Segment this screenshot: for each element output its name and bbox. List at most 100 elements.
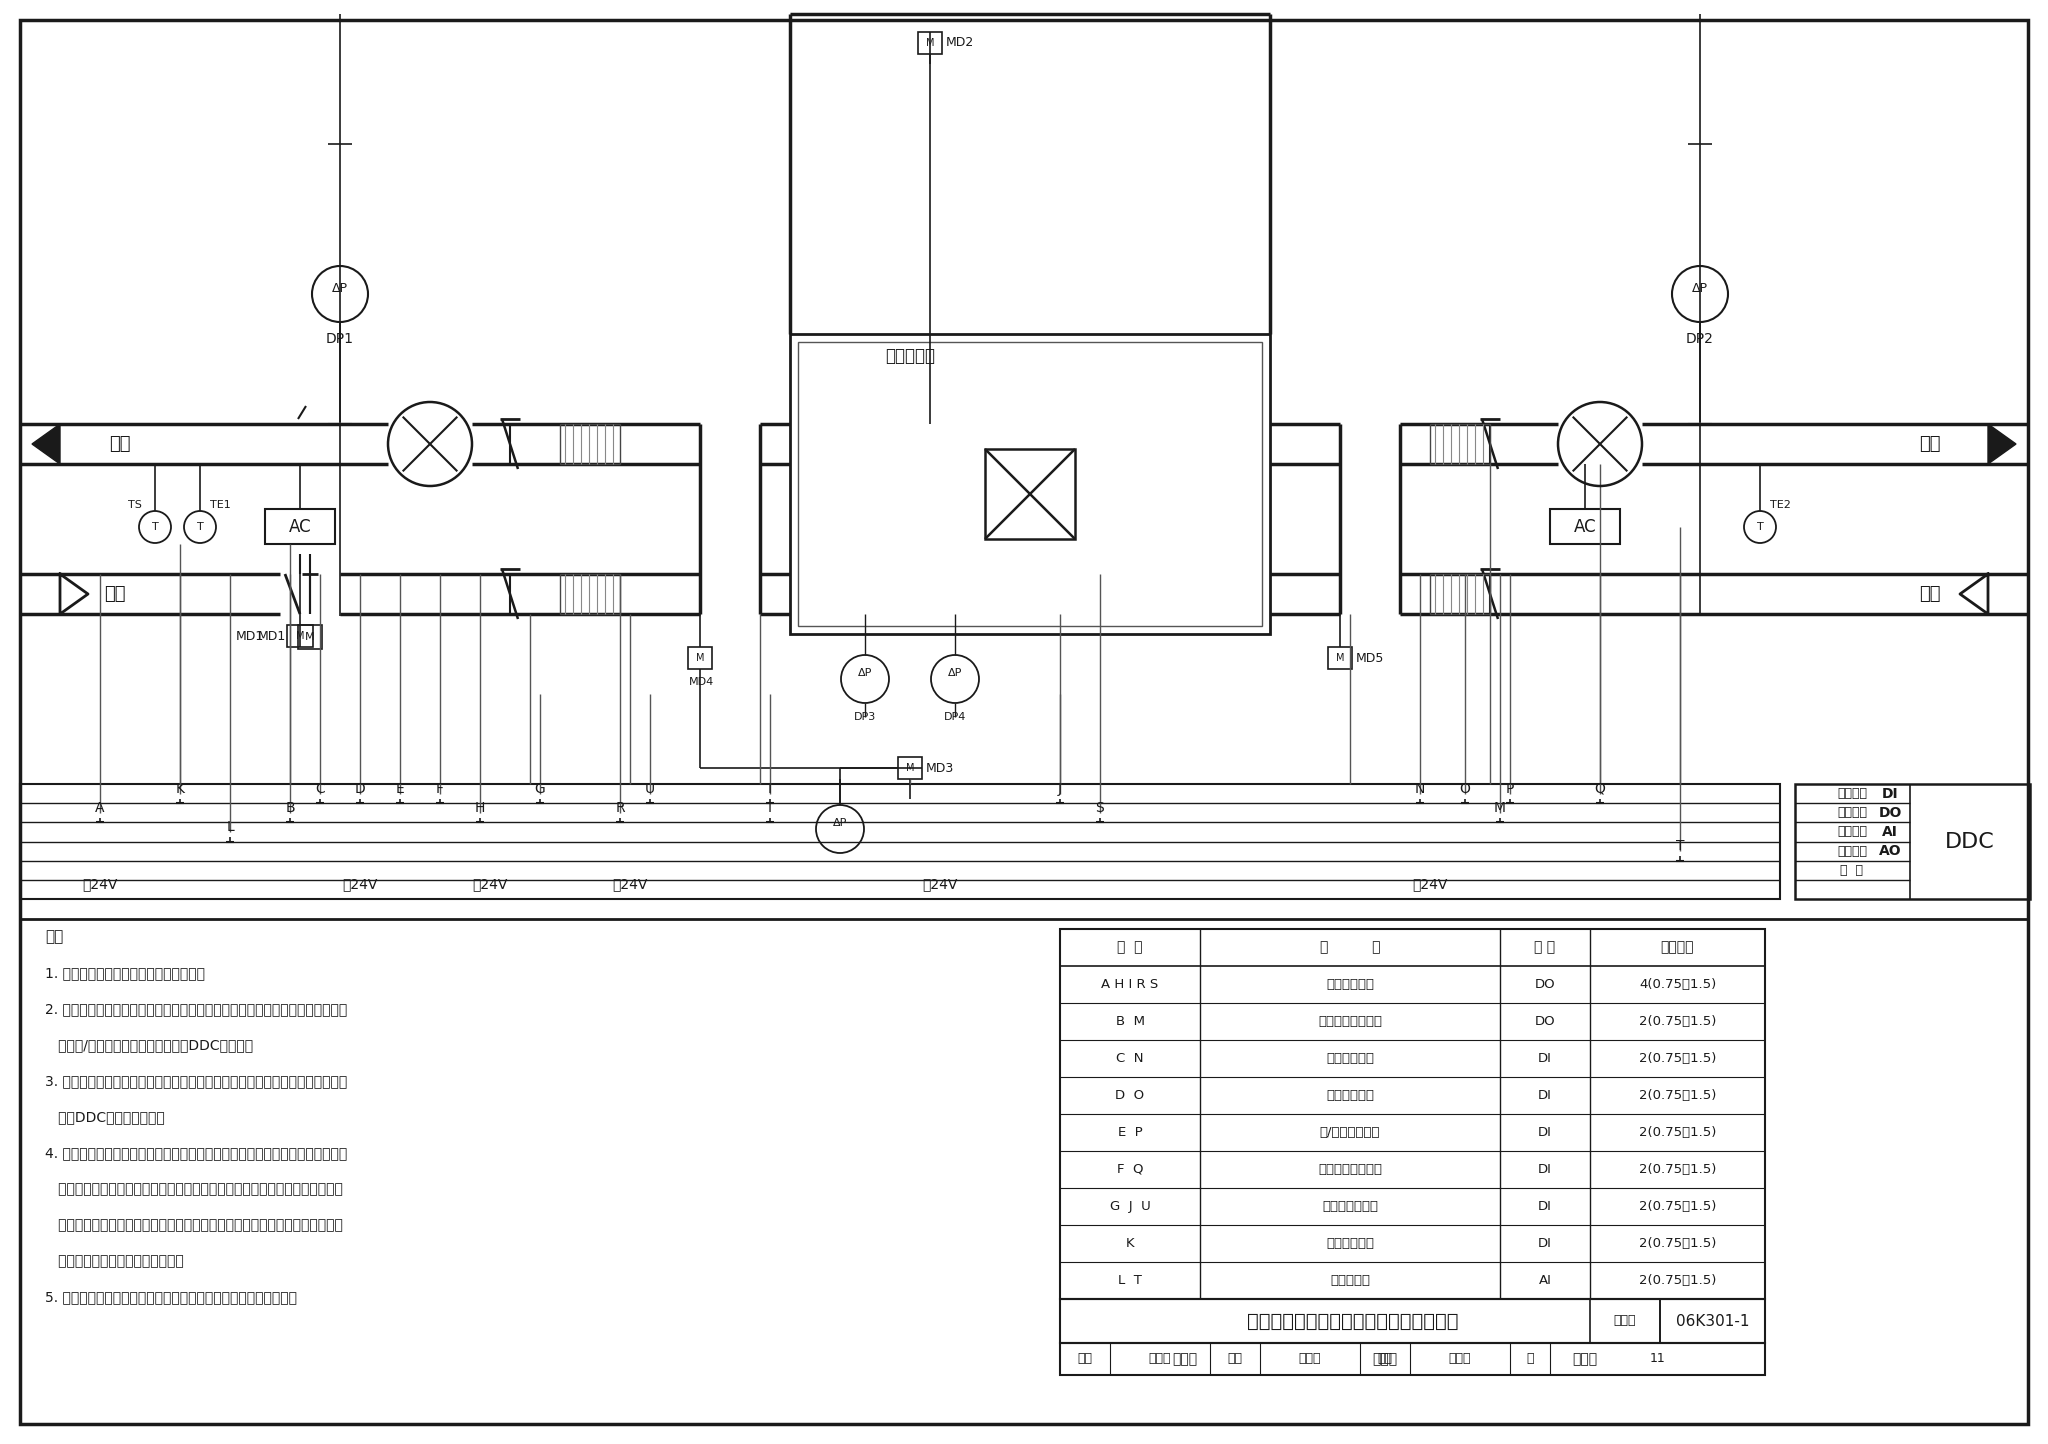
Text: 排风: 排风	[1919, 585, 1942, 604]
Text: 06K301-1: 06K301-1	[1675, 1314, 1749, 1328]
Text: DP2: DP2	[1686, 332, 1714, 347]
Text: 代  号: 代 号	[1118, 940, 1143, 954]
Text: 2(0.75～1.5): 2(0.75～1.5)	[1638, 1015, 1716, 1028]
Text: 障及手/自动状态。以上内容应能在DDC上显示。: 障及手/自动状态。以上内容应能在DDC上显示。	[45, 1038, 254, 1053]
Text: DI: DI	[1882, 787, 1898, 800]
Text: H: H	[475, 801, 485, 814]
Text: 送风: 送风	[1919, 435, 1942, 453]
Text: AI: AI	[1882, 825, 1898, 839]
Bar	[1589, 1300, 1661, 1343]
Bar	[559, 425, 621, 464]
Text: A H I R S: A H I R S	[1102, 978, 1159, 991]
Text: 1. 控制对象：电动开关风阀、风机启停。: 1. 控制对象：电动开关风阀、风机启停。	[45, 966, 205, 980]
Text: DP1: DP1	[326, 332, 354, 347]
Text: DP3: DP3	[854, 712, 877, 722]
Text: ～24V: ～24V	[82, 877, 117, 891]
Text: D  O: D O	[1116, 1089, 1145, 1102]
Text: M: M	[305, 632, 315, 643]
Bar	[287, 625, 313, 647]
Text: DDC: DDC	[1946, 832, 1995, 852]
Text: 电  源: 电 源	[1841, 864, 1864, 877]
Text: TE2: TE2	[1769, 500, 1790, 510]
Polygon shape	[59, 575, 88, 614]
Text: 设置防冻开关，温度低于设定值时，自动关闭风机、风阀。室内、外空气焓差: 设置防冻开关，温度低于设定值时，自动关闭风机、风阀。室内、外空气焓差	[45, 1217, 342, 1232]
Text: 值时，故障报警并停机。过滤器两侧压差高于设定值时，自动报警。排风管处: 值时，故障报警并停机。过滤器两侧压差高于设定值时，自动报警。排风管处	[45, 1183, 342, 1196]
Text: T: T	[152, 521, 158, 531]
Polygon shape	[1960, 575, 1989, 614]
Text: 4. 联锁及保护：风机启停、风阀联动开闭。风机启动以后，其两侧压差低于设定: 4. 联锁及保护：风机启停、风阀联动开闭。风机启动以后，其两侧压差低于设定	[45, 1147, 348, 1160]
Text: DO: DO	[1534, 978, 1554, 991]
Text: 李远学: 李远学	[1171, 1352, 1198, 1366]
Text: F: F	[436, 781, 444, 796]
Text: ΔP: ΔP	[332, 282, 348, 295]
Text: L  T: L T	[1118, 1274, 1143, 1287]
Bar	[20, 784, 1780, 900]
Text: 5. 转轮式新风换气机过滤器电机控制应依据交换器类型进行选配。: 5. 转轮式新风换气机过滤器电机控制应依据交换器类型进行选配。	[45, 1289, 297, 1304]
Text: 4(0.75～1.5): 4(0.75～1.5)	[1638, 978, 1716, 991]
Text: 2(0.75～1.5): 2(0.75～1.5)	[1638, 1053, 1716, 1066]
Bar	[985, 449, 1075, 539]
Text: E: E	[395, 781, 403, 796]
Text: 数字输出: 数字输出	[1837, 806, 1868, 819]
Text: A: A	[96, 801, 104, 814]
Text: 导线规格: 导线规格	[1661, 940, 1694, 954]
Text: DI: DI	[1538, 1089, 1552, 1102]
Text: M: M	[1493, 801, 1505, 814]
Text: B: B	[285, 801, 295, 814]
Text: B  M: B M	[1116, 1015, 1145, 1028]
Text: 过滤器堵塞信号: 过滤器堵塞信号	[1323, 1200, 1378, 1213]
Text: I: I	[768, 781, 772, 796]
Text: 排送风温度: 排送风温度	[1329, 1274, 1370, 1287]
Text: I: I	[768, 801, 772, 814]
Text: 殷德刚: 殷德刚	[1573, 1352, 1597, 1366]
Text: 2(0.75～1.5): 2(0.75～1.5)	[1638, 1089, 1716, 1102]
Text: TE1: TE1	[209, 500, 229, 510]
Text: ～24V: ～24V	[612, 877, 647, 891]
Text: AC: AC	[1573, 518, 1595, 536]
Text: MD4: MD4	[690, 677, 715, 687]
Text: MD2: MD2	[946, 36, 975, 49]
Bar	[1430, 425, 1491, 464]
Bar	[264, 508, 336, 544]
Text: F  Q: F Q	[1116, 1162, 1143, 1175]
Bar	[799, 342, 1262, 627]
Bar	[1061, 928, 1765, 1300]
Text: C: C	[315, 781, 326, 796]
Text: AI: AI	[1538, 1274, 1552, 1287]
Text: 李远学: 李远学	[1149, 1353, 1171, 1366]
Text: ΔP: ΔP	[834, 817, 848, 827]
Text: M: M	[295, 631, 305, 641]
Text: 注：: 注：	[45, 930, 63, 944]
Text: N: N	[1415, 781, 1425, 796]
Text: ΔP: ΔP	[858, 669, 872, 679]
Text: 新风换气机: 新风换气机	[885, 347, 936, 365]
Text: 殷德刚: 殷德刚	[1448, 1353, 1470, 1366]
Bar	[1430, 575, 1491, 614]
Text: DI: DI	[1538, 1238, 1552, 1251]
Bar	[688, 647, 713, 669]
Text: 2(0.75～1.5): 2(0.75～1.5)	[1638, 1200, 1716, 1213]
Text: K: K	[176, 781, 184, 796]
Text: MD5: MD5	[1356, 651, 1384, 664]
Text: M: M	[696, 653, 705, 663]
Text: 小于设定值时，自动开启旁通阀。: 小于设定值时，自动开启旁通阀。	[45, 1253, 184, 1268]
Text: L: L	[225, 820, 233, 835]
Text: 序，DDC按时启停风机。: 序，DDC按时启停风机。	[45, 1110, 164, 1123]
Text: E  P: E P	[1118, 1126, 1143, 1139]
Text: 2(0.75～1.5): 2(0.75～1.5)	[1638, 1126, 1716, 1139]
Text: DI: DI	[1538, 1162, 1552, 1175]
Text: S: S	[1096, 801, 1104, 814]
Text: 2(0.75～1.5): 2(0.75～1.5)	[1638, 1238, 1716, 1251]
Text: J: J	[1059, 781, 1063, 796]
Text: 风机启停控制信号: 风机启停控制信号	[1319, 1015, 1382, 1028]
Text: K: K	[1126, 1238, 1135, 1251]
Text: T: T	[1757, 521, 1763, 531]
Text: T: T	[1675, 839, 1683, 853]
Text: AO: AO	[1878, 845, 1901, 858]
Text: ΔP: ΔP	[948, 669, 963, 679]
Text: M: M	[926, 38, 934, 48]
Text: 设计: 设计	[1378, 1353, 1393, 1366]
Text: 来长辉: 来长辉	[1372, 1352, 1397, 1366]
Text: O: O	[1460, 781, 1470, 796]
Bar	[1327, 647, 1352, 669]
